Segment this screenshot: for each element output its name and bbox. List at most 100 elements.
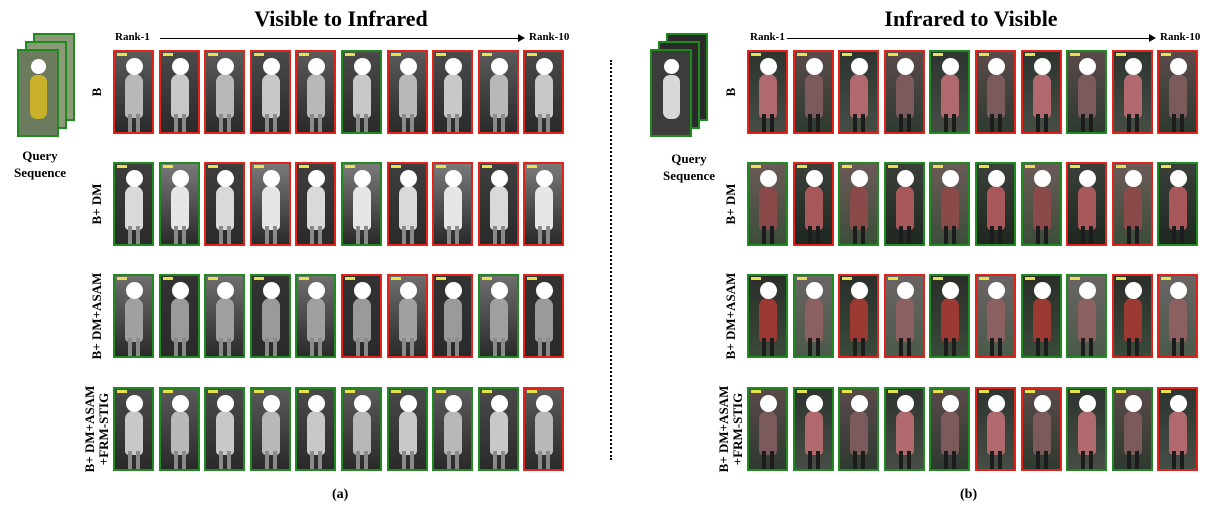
- person-body: [124, 74, 143, 118]
- person-legs: [1080, 451, 1093, 469]
- anonymized-face-mask: [1033, 282, 1051, 299]
- frame-id-tag: [345, 277, 355, 280]
- anonymized-face-mask: [850, 170, 868, 187]
- anonymized-face-mask: [444, 170, 462, 187]
- row-label-line: B+ DM+ASAM: [716, 385, 731, 473]
- rank-3-result-tile: [838, 274, 879, 358]
- row-label-line: B: [89, 87, 104, 97]
- row-method-label: B+ DM+ASAM +FRM-STIG: [82, 386, 111, 473]
- anonymized-face-mask: [535, 170, 553, 187]
- person-legs: [989, 114, 1002, 132]
- rank-7-result-tile: [1021, 50, 1062, 134]
- rank-6-result-tile: [341, 162, 382, 246]
- person-legs: [355, 451, 368, 469]
- rank-10-result-tile: [523, 274, 564, 358]
- row-method-label: B+ DM+ASAM: [723, 273, 738, 360]
- rank-3-result-tile: [204, 50, 245, 134]
- person-legs: [989, 226, 1002, 244]
- anonymized-face-mask: [307, 395, 325, 412]
- anonymized-face-mask: [805, 282, 823, 299]
- query-sequence-label: Query: [671, 151, 707, 166]
- anonymized-face-mask: [1033, 170, 1051, 187]
- person-body: [1077, 74, 1096, 118]
- frame-id-tag: [345, 53, 355, 56]
- person-body: [352, 74, 371, 118]
- person-body: [1168, 411, 1187, 455]
- rank-8-result-tile: [432, 387, 473, 471]
- anonymized-face-mask: [896, 58, 914, 75]
- rank-8-result-tile: [1066, 50, 1107, 134]
- anonymized-face-mask: [1169, 395, 1187, 412]
- anonymized-face-mask: [1169, 58, 1187, 75]
- frame-id-tag: [797, 53, 807, 56]
- person-body: [170, 74, 189, 118]
- rank-4-result-tile: [250, 387, 291, 471]
- person-body: [758, 186, 777, 230]
- rank-4-result-tile: [250, 162, 291, 246]
- anonymized-face-mask: [850, 58, 868, 75]
- person-body: [124, 411, 143, 455]
- rank-7-result-tile: [1021, 274, 1062, 358]
- frame-id-tag: [1025, 390, 1035, 393]
- rank-start-label: Rank-1: [750, 31, 785, 43]
- frame-id-tag: [1116, 390, 1126, 393]
- anonymized-face-mask: [490, 282, 508, 299]
- person-legs: [943, 114, 956, 132]
- person-body: [352, 411, 371, 455]
- person-legs: [1035, 338, 1048, 356]
- anonymized-face-mask: [444, 282, 462, 299]
- person-legs: [218, 451, 231, 469]
- frame-id-tag: [117, 165, 127, 168]
- person-legs: [173, 451, 186, 469]
- rank-3-result-tile: [838, 387, 879, 471]
- frame-id-tag: [254, 277, 264, 280]
- query-person-body: [663, 75, 680, 119]
- rank-2-result-tile: [159, 274, 200, 358]
- rank-end-label: Rank-10: [529, 31, 570, 43]
- frame-id-tag: [751, 277, 761, 280]
- anonymized-face-mask: [353, 58, 371, 75]
- row-method-label: B+ DM+ASAM: [89, 273, 104, 360]
- frame-id-tag: [1161, 277, 1171, 280]
- anonymized-face-mask: [535, 58, 553, 75]
- frame-id-tag: [436, 53, 446, 56]
- anonymized-face-mask: [216, 282, 234, 299]
- person-body: [849, 411, 868, 455]
- rank-3-result-tile: [204, 274, 245, 358]
- frame-id-tag: [1070, 277, 1080, 280]
- anonymized-face-mask: [444, 395, 462, 412]
- person-legs: [401, 114, 414, 132]
- person-body: [758, 298, 777, 342]
- row-label-line: B: [723, 87, 738, 97]
- rank-2-result-tile: [159, 162, 200, 246]
- anonymized-face-mask: [535, 282, 553, 299]
- anonymized-face-mask: [941, 170, 959, 187]
- query-sequence-label: Sequence: [663, 168, 715, 183]
- anonymized-face-mask: [171, 395, 189, 412]
- rank-3-result-tile: [838, 50, 879, 134]
- frame-id-tag: [842, 165, 852, 168]
- frame-id-tag: [1161, 390, 1171, 393]
- rank-8-result-tile: [1066, 387, 1107, 471]
- rank-9-result-tile: [478, 387, 519, 471]
- person-legs: [898, 451, 911, 469]
- frame-id-tag: [391, 390, 401, 393]
- rank-start-label: Rank-1: [115, 31, 150, 43]
- anonymized-face-mask: [1033, 395, 1051, 412]
- person-body: [306, 186, 325, 230]
- rank-7-result-tile: [1021, 162, 1062, 246]
- person-body: [443, 74, 462, 118]
- person-legs: [127, 226, 140, 244]
- person-body: [1123, 186, 1142, 230]
- query-frame: [650, 49, 692, 137]
- frame-id-tag: [1025, 53, 1035, 56]
- person-body: [1077, 298, 1096, 342]
- rank-3-result-tile: [838, 162, 879, 246]
- rank-8-result-tile: [1066, 162, 1107, 246]
- frame-id-tag: [888, 390, 898, 393]
- person-body: [352, 298, 371, 342]
- frame-id-tag: [1161, 53, 1171, 56]
- rank-5-result-tile: [295, 50, 336, 134]
- person-legs: [1126, 226, 1139, 244]
